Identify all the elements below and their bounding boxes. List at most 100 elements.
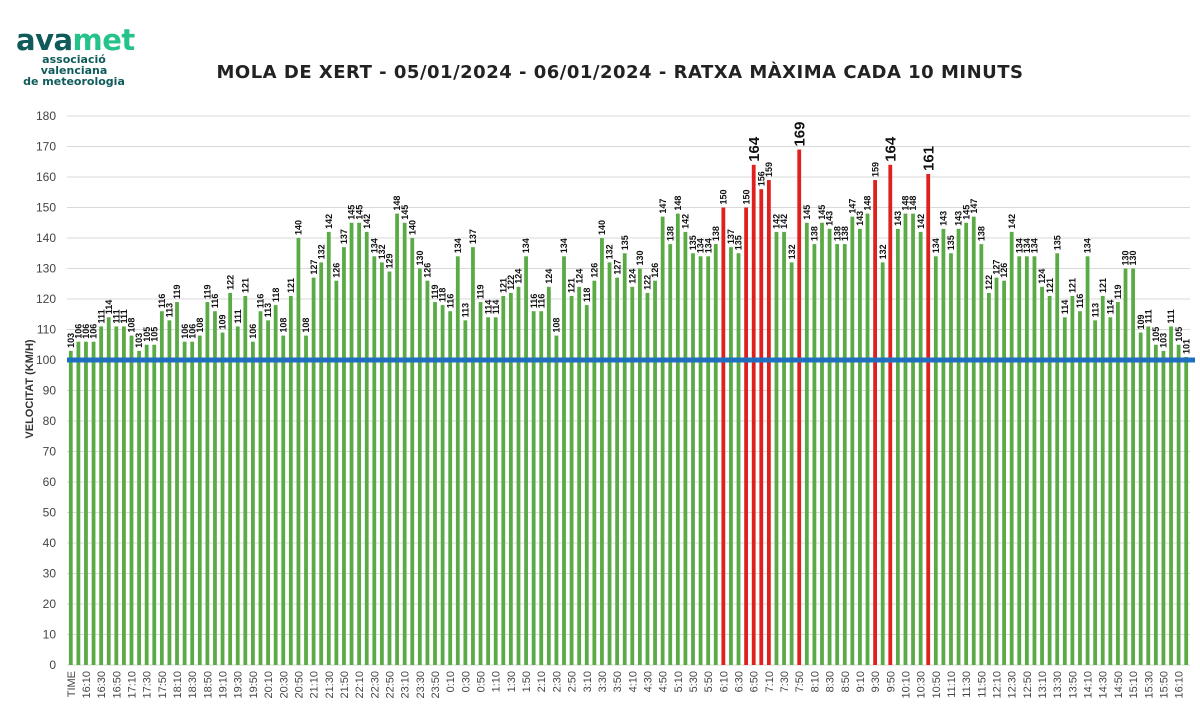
bar: [577, 286, 582, 665]
x-tick-label: 15:50: [1158, 671, 1170, 699]
x-tick-label: 21:50: [339, 671, 351, 699]
bar: [1017, 256, 1022, 665]
y-tick-label: 40: [43, 536, 57, 550]
data-label: 142: [362, 214, 372, 229]
x-tick-label: 10:30: [916, 671, 928, 699]
data-label: 127: [992, 260, 1002, 275]
bar: [607, 262, 612, 665]
x-tick-label: 5:30: [688, 671, 700, 692]
data-label: 134: [696, 238, 706, 253]
bar: [911, 213, 915, 665]
data-label: 140: [294, 220, 304, 235]
data-label: 164: [746, 136, 763, 162]
bar: [683, 231, 688, 665]
data-label: 118: [582, 288, 592, 303]
data-label: 126: [999, 263, 1009, 278]
bar: [273, 305, 278, 665]
data-label: 129: [385, 254, 395, 269]
data-label: 134: [1030, 238, 1040, 253]
bar: [1100, 295, 1105, 665]
data-label: 116: [445, 294, 455, 309]
data-label: 111: [1166, 309, 1176, 323]
bar: [660, 216, 665, 665]
bar: [531, 311, 536, 665]
bar: [486, 317, 491, 665]
data-label: 111: [119, 309, 129, 323]
data-label: 114: [1060, 300, 1070, 315]
bar: [903, 213, 908, 665]
bar: [1002, 280, 1006, 665]
x-tick-label: 18:10: [172, 671, 184, 699]
chart-title: MOLA DE XERT - 05/01/2024 - 06/01/2024 -…: [216, 62, 1024, 83]
bar: [448, 311, 453, 665]
bar: [698, 256, 703, 665]
bar: [592, 280, 597, 665]
bar: [1161, 350, 1166, 665]
data-label: 159: [870, 162, 880, 177]
bar: [122, 326, 126, 665]
x-tick-label: 21:10: [309, 671, 321, 699]
data-label: 126: [332, 263, 342, 278]
bar: [387, 271, 392, 665]
bar: [1078, 311, 1082, 665]
data-label: 122: [225, 275, 235, 290]
bar: [751, 164, 756, 666]
x-tick-label: 4:50: [658, 671, 670, 692]
data-label: 148: [908, 196, 918, 211]
bar: [949, 253, 953, 665]
x-tick-label: 5:10: [673, 671, 685, 692]
y-tick-label: 110: [37, 323, 56, 337]
x-tick-label: 2:50: [567, 671, 579, 692]
data-label: 114: [104, 300, 114, 315]
bar: [766, 180, 771, 666]
data-label: 130: [1121, 250, 1131, 265]
bar: [493, 317, 498, 665]
bar: [1146, 326, 1151, 665]
data-label: 150: [718, 189, 728, 204]
bar: [1169, 326, 1173, 665]
bar: [508, 292, 513, 665]
bar: [835, 244, 840, 665]
data-label: 145: [817, 205, 827, 220]
x-tick-label: 20:10: [263, 671, 275, 699]
bar: [880, 262, 885, 665]
data-label: 169: [791, 122, 808, 147]
data-label: 145: [961, 205, 971, 220]
data-label: 132: [377, 244, 387, 259]
data-label: 134: [703, 238, 713, 253]
y-tick-label: 20: [43, 597, 57, 611]
data-label: 135: [688, 235, 698, 250]
bar: [850, 216, 855, 665]
x-tick-label: 2:10: [536, 671, 548, 692]
data-label: 108: [552, 318, 562, 333]
data-label: 138: [832, 226, 842, 241]
data-label: 156: [756, 171, 766, 186]
bar: [820, 222, 824, 665]
bar: [1085, 256, 1090, 665]
y-tick-label: 180: [36, 109, 56, 123]
bar: [1184, 356, 1189, 665]
data-label: 126: [423, 263, 433, 278]
bar: [706, 256, 711, 665]
data-label: 134: [521, 238, 531, 253]
x-tick-label: 23:30: [415, 671, 427, 699]
y-tick-label: 10: [43, 628, 57, 642]
logo-subtitle-1: associació valenciana: [40, 53, 108, 77]
data-label: 134: [1022, 238, 1032, 253]
data-label: 108: [278, 318, 288, 333]
bar: [1108, 317, 1113, 665]
data-label: 106: [81, 324, 91, 339]
bar: [266, 320, 270, 665]
bar: [76, 341, 81, 665]
data-label: 106: [89, 324, 99, 339]
data-label: 159: [764, 162, 774, 177]
bar: [1032, 256, 1037, 665]
y-tick-label: 0: [49, 658, 56, 672]
data-label: 145: [400, 205, 410, 220]
logo-text-met: met: [72, 23, 136, 57]
y-tick-label: 140: [36, 231, 56, 245]
y-tick-label: 160: [36, 170, 56, 184]
data-label: 134: [1014, 238, 1024, 253]
bar: [759, 189, 764, 665]
